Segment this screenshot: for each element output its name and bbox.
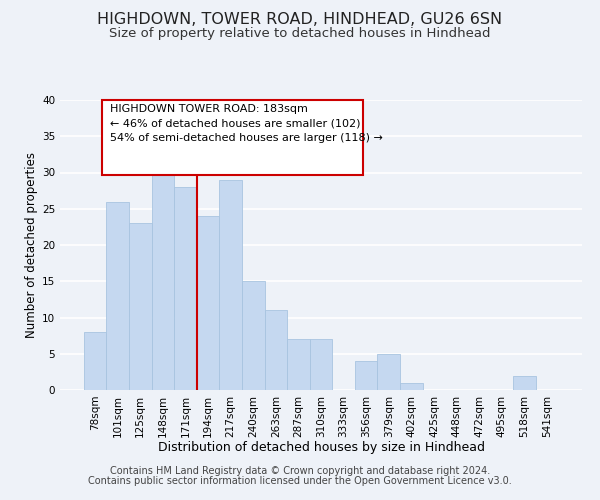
Text: Contains HM Land Registry data © Crown copyright and database right 2024.: Contains HM Land Registry data © Crown c… [110, 466, 490, 476]
Bar [265, 310, 287, 390]
Bar [129, 223, 152, 390]
Text: Size of property relative to detached houses in Hindhead: Size of property relative to detached ho… [109, 28, 491, 40]
Bar [355, 361, 377, 390]
Bar [197, 216, 220, 390]
Bar [377, 354, 400, 390]
Bar [84, 332, 106, 390]
Bar [513, 376, 536, 390]
Y-axis label: Number of detached properties: Number of detached properties [25, 152, 38, 338]
Bar [106, 202, 129, 390]
Text: Contains public sector information licensed under the Open Government Licence v3: Contains public sector information licen… [88, 476, 512, 486]
Text: HIGHDOWN TOWER ROAD: 183sqm
← 46% of detached houses are smaller (102)
54% of se: HIGHDOWN TOWER ROAD: 183sqm ← 46% of det… [110, 104, 382, 143]
Bar [400, 383, 422, 390]
Bar [310, 339, 332, 390]
Bar [174, 187, 197, 390]
Bar [242, 281, 265, 390]
FancyBboxPatch shape [102, 100, 363, 176]
Bar [287, 339, 310, 390]
X-axis label: Distribution of detached houses by size in Hindhead: Distribution of detached houses by size … [157, 441, 485, 454]
Bar [152, 165, 174, 390]
Bar [220, 180, 242, 390]
Text: HIGHDOWN, TOWER ROAD, HINDHEAD, GU26 6SN: HIGHDOWN, TOWER ROAD, HINDHEAD, GU26 6SN [97, 12, 503, 28]
